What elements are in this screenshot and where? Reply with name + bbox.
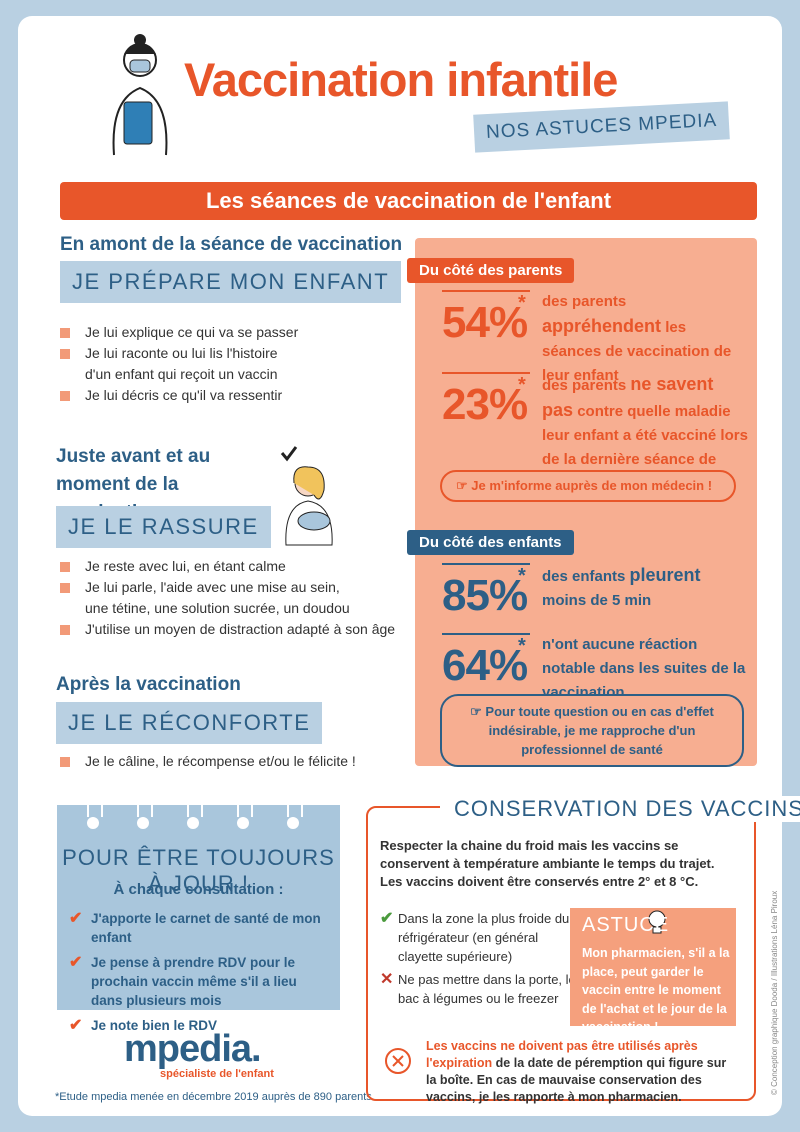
item-line: Je lui explique ce qui va se passer	[85, 324, 299, 340]
step-item: J'utilise un moyen de distraction adapté…	[60, 619, 395, 640]
group-label: Du côté des enfants	[407, 530, 574, 555]
hand-icon: ☞	[456, 478, 472, 493]
stat-mark: *	[518, 374, 526, 396]
intro-line: Les vaccins doivent être conservés entre…	[380, 874, 699, 889]
stat: 23% * des parents ne savent pas contre que…	[442, 372, 748, 492]
stat: 54% * des parents appréhendent les séances…	[442, 290, 742, 384]
stat-after: moins de 5 min	[542, 592, 652, 609]
item-line: Je lui parle, l'aide avec une mise au se…	[85, 579, 340, 595]
dont-text: Ne pas mettre dans la porte, le bac à lé…	[398, 972, 576, 1006]
stat-highlight: appréhendent	[542, 316, 662, 336]
step-heading: En amont de la séance de vaccination	[60, 234, 403, 255]
reminder-items: J'apporte le carnet de santé de mon enfa…	[69, 909, 331, 1041]
title: Vaccination infantile	[184, 53, 618, 106]
hand-icon: ☞	[470, 704, 486, 719]
step-tag: JE PRÉPARE MON ENFANT	[60, 261, 402, 303]
item-line: Je lui décris ce qu'il va ressentir	[85, 387, 283, 403]
stat-rule	[442, 372, 530, 374]
tip-title: ASTUCE	[582, 914, 670, 936]
warning-text: de la date de péremption qui figure sur …	[426, 1056, 727, 1104]
footnote: *Etude mpedia menée en décembre 2019 aup…	[55, 1091, 372, 1103]
item-line: J'utilise un moyen de distraction adapté…	[85, 621, 396, 637]
stat-text: des enfants pleurent moins de 5 min	[542, 563, 748, 613]
stat-rule	[442, 563, 530, 565]
stat-value: 64%	[442, 641, 528, 690]
credit: © Conception graphique Dooda / Illustrat…	[770, 890, 779, 1095]
item-line: d'un enfant qui reçoit un vaccin	[85, 366, 278, 382]
step-item: Je le câline, le récompense et/ou le fél…	[60, 751, 356, 772]
step-tag: JE LE RÉCONFORTE	[56, 702, 323, 744]
step-item: Je lui parle, l'aide avec une mise au se…	[60, 577, 395, 619]
step-items: Je lui explique ce qui va se passer Je lu…	[60, 322, 298, 406]
stat-after: contre quelle maladie leur enfant a été …	[542, 403, 748, 492]
stat-before: n'ont aucune réaction notable dans les s…	[542, 636, 746, 701]
reminder-box: POUR ÊTRE TOUJOURS À JOUR ! À chaque con…	[57, 793, 340, 1035]
stat: 85% * des enfants pleurent moins de 5 min	[442, 563, 742, 643]
stat-highlight: ne savent pas	[542, 374, 714, 420]
reminder-title: POUR ÊTRE TOUJOURS À JOUR !	[62, 845, 335, 896]
stat-before: des enfants	[542, 568, 626, 585]
stat-highlight: pleurent	[629, 565, 701, 585]
reminder-subtitle: À chaque consultation :	[113, 881, 284, 898]
reminder-item: Je note bien le RDV	[69, 1016, 331, 1035]
group-label: Du côté des parents	[407, 258, 575, 283]
step-item: Je lui raconte ou lui lis l'histoire d'un…	[60, 343, 298, 385]
warning-highlight: Les vaccins ne doivent pas être utilisés…	[426, 1039, 698, 1070]
do-text: Dans la zone la plus froide du réfrigéra…	[398, 911, 570, 964]
step-items: Je reste avec lui, en étant calme Je lui …	[60, 556, 395, 640]
tip-text: Pour toute question ou en cas d'effet in…	[485, 704, 714, 757]
stat-after: les séances de vaccination de leur enfan…	[542, 319, 732, 384]
tip-text: Je m'informe auprès de mon médecin !	[471, 478, 713, 493]
stats-panel	[415, 238, 757, 766]
warning: Les vaccins ne doivent pas être utilisés…	[426, 1038, 738, 1106]
step-item: Je lui décris ce qu'il va ressentir	[60, 385, 298, 406]
stat-text: des parents ne savent pas contre quelle …	[542, 372, 748, 496]
item-line: Je reste avec lui, en étant calme	[85, 558, 286, 574]
item-line: Je le câline, le récompense et/ou le fél…	[85, 753, 356, 769]
stat-value: 85%	[442, 571, 528, 620]
step-heading: Après la vaccination	[56, 674, 241, 695]
tip: ☞ Je m'informe auprès de mon médecin !	[440, 470, 736, 502]
dont-item: ✕ Ne pas mettre dans la porte, le bac à l…	[380, 971, 576, 1006]
logo-tagline: spécialiste de l'enfant	[160, 1068, 274, 1080]
do-item: ✔ Dans la zone la plus froide du réfrigér…	[380, 910, 570, 964]
item-line: Je lui raconte ou lui lis l'histoire	[85, 345, 278, 361]
stat-mark: *	[518, 565, 526, 587]
conservation-title: CONSERVATION DES VACCINS	[440, 796, 800, 822]
stat-rule	[442, 633, 530, 635]
warning-icon	[385, 1048, 411, 1074]
reminder-item: Je pense à prendre RDV pour le prochain …	[69, 953, 331, 1010]
logo: mpedia.	[124, 1028, 262, 1070]
bulb-icon	[648, 910, 666, 934]
reminder-item: J'apporte le carnet de santé de mon enfa…	[69, 909, 331, 947]
stat-mark: *	[518, 292, 526, 314]
step-item: Je reste avec lui, en étant calme	[60, 556, 395, 577]
tip: ☞ Pour toute question ou en cas d'effet …	[440, 694, 744, 767]
section-banner: Les séances de vaccination de l'enfant	[60, 182, 757, 220]
intro-line: Respecter la chaine du froid mais les va…	[380, 838, 715, 871]
mother-illustration	[280, 446, 333, 546]
conservation-intro: Respecter la chaine du froid mais les va…	[380, 837, 740, 891]
stat-rule	[442, 290, 530, 292]
stat-text: des parents appréhendent les séances de …	[542, 290, 748, 388]
stat-before: des parents	[542, 293, 627, 310]
item-line: une tétine, une solution sucrée, un doud…	[85, 600, 350, 616]
step-items: Je le câline, le récompense et/ou le fél…	[60, 751, 356, 772]
step-tag: JE LE RASSURE	[56, 506, 271, 548]
tip-text: Mon pharmacien, s'il a la place, peut ga…	[582, 946, 730, 1034]
stat-value: 54%	[442, 298, 528, 347]
stat-before: des parents	[542, 377, 627, 394]
stat-mark: *	[518, 635, 526, 657]
nurse-illustration	[112, 34, 168, 156]
stat-value: 23%	[442, 380, 528, 429]
step-item: Je lui explique ce qui va se passer	[60, 322, 298, 343]
